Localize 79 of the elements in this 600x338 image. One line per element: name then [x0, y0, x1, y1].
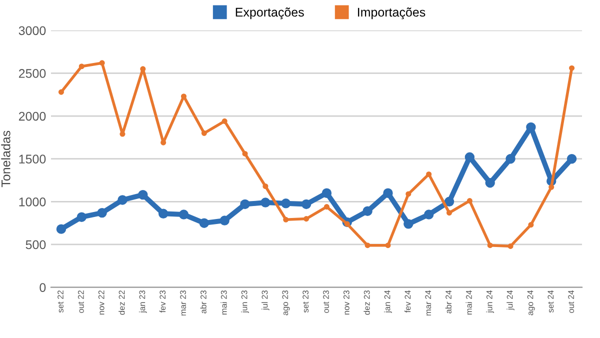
point	[56, 224, 66, 234]
point	[118, 195, 128, 205]
point	[487, 242, 493, 248]
point	[242, 150, 248, 156]
point	[301, 199, 312, 210]
x-tick-label: mar 23	[180, 290, 186, 316]
x-tick-label: mai 23	[220, 290, 227, 315]
x-tick-label: out 22	[78, 290, 84, 313]
x-tick-label: fev 24	[404, 290, 411, 313]
point	[283, 216, 289, 222]
point	[569, 65, 575, 71]
point	[240, 199, 250, 210]
x-tick-label: set 23	[302, 290, 309, 313]
x-tick-label: out 23	[323, 290, 329, 313]
point	[97, 208, 107, 218]
x-tick-label: set 22	[58, 290, 64, 313]
point	[78, 64, 84, 70]
x-tick-label: ago 24	[527, 290, 535, 316]
point	[58, 89, 64, 95]
x-tick-label: abr 23	[200, 290, 206, 314]
point	[506, 154, 516, 164]
x-tick-label: set 24	[548, 290, 554, 313]
point	[76, 212, 86, 222]
point	[364, 242, 370, 248]
x-tick-label: jun 24	[486, 290, 494, 313]
point	[222, 118, 228, 124]
x-tick-label: jan 23	[139, 290, 147, 313]
point	[385, 242, 391, 248]
point	[508, 243, 514, 249]
point	[322, 188, 332, 198]
x-tick-label: jun 23	[241, 290, 249, 313]
y-tick-label: 2000	[18, 112, 46, 121]
x-tick-label: ago 23	[282, 290, 290, 316]
x-tick-label: nov 22	[98, 290, 104, 315]
point	[424, 210, 434, 220]
point	[99, 60, 105, 66]
x-tick-label: out 24	[568, 290, 574, 313]
point	[406, 191, 412, 197]
point	[158, 208, 168, 219]
point	[201, 130, 207, 136]
x-tick-label: dez 22	[118, 290, 125, 315]
point	[199, 218, 210, 228]
point	[362, 206, 372, 216]
point	[485, 178, 495, 188]
x-tick-label: jul 24	[506, 290, 514, 310]
x-tick-label: nov 23	[343, 290, 350, 315]
y-tick-label: 0	[40, 283, 46, 292]
point	[138, 190, 148, 200]
y-tick-label: 1500	[19, 154, 46, 164]
x-tick-label: dez 23	[364, 290, 370, 315]
point	[304, 216, 310, 222]
legend-label: Exportações	[236, 8, 304, 20]
point	[446, 210, 452, 216]
point	[383, 188, 393, 198]
point	[548, 184, 554, 190]
y-tick-label: 500	[26, 240, 46, 250]
y-tick-label: 2500	[18, 69, 46, 78]
x-tick-label: fev 23	[159, 290, 166, 313]
legend-label: Importações	[358, 8, 426, 20]
x-tick-label: jan 24	[384, 290, 392, 313]
point	[404, 219, 414, 229]
point	[528, 222, 534, 228]
x-tick-label: mai 24	[466, 290, 472, 315]
point	[281, 198, 291, 208]
point	[566, 154, 577, 164]
x-tick-label: mar 24	[425, 290, 432, 316]
x-tick-label: abr 24	[445, 290, 452, 314]
point	[220, 216, 230, 226]
point	[426, 171, 432, 178]
y-tick-label: 3000	[18, 26, 46, 36]
point	[262, 183, 268, 190]
y-axis-title: Toneladas	[1, 130, 10, 188]
point	[178, 210, 189, 220]
x-tick-label: jul 23	[262, 290, 270, 310]
point	[466, 198, 472, 204]
point	[260, 198, 270, 208]
point	[324, 204, 330, 210]
point	[444, 196, 454, 207]
y-tick-label: 1000	[19, 197, 46, 206]
